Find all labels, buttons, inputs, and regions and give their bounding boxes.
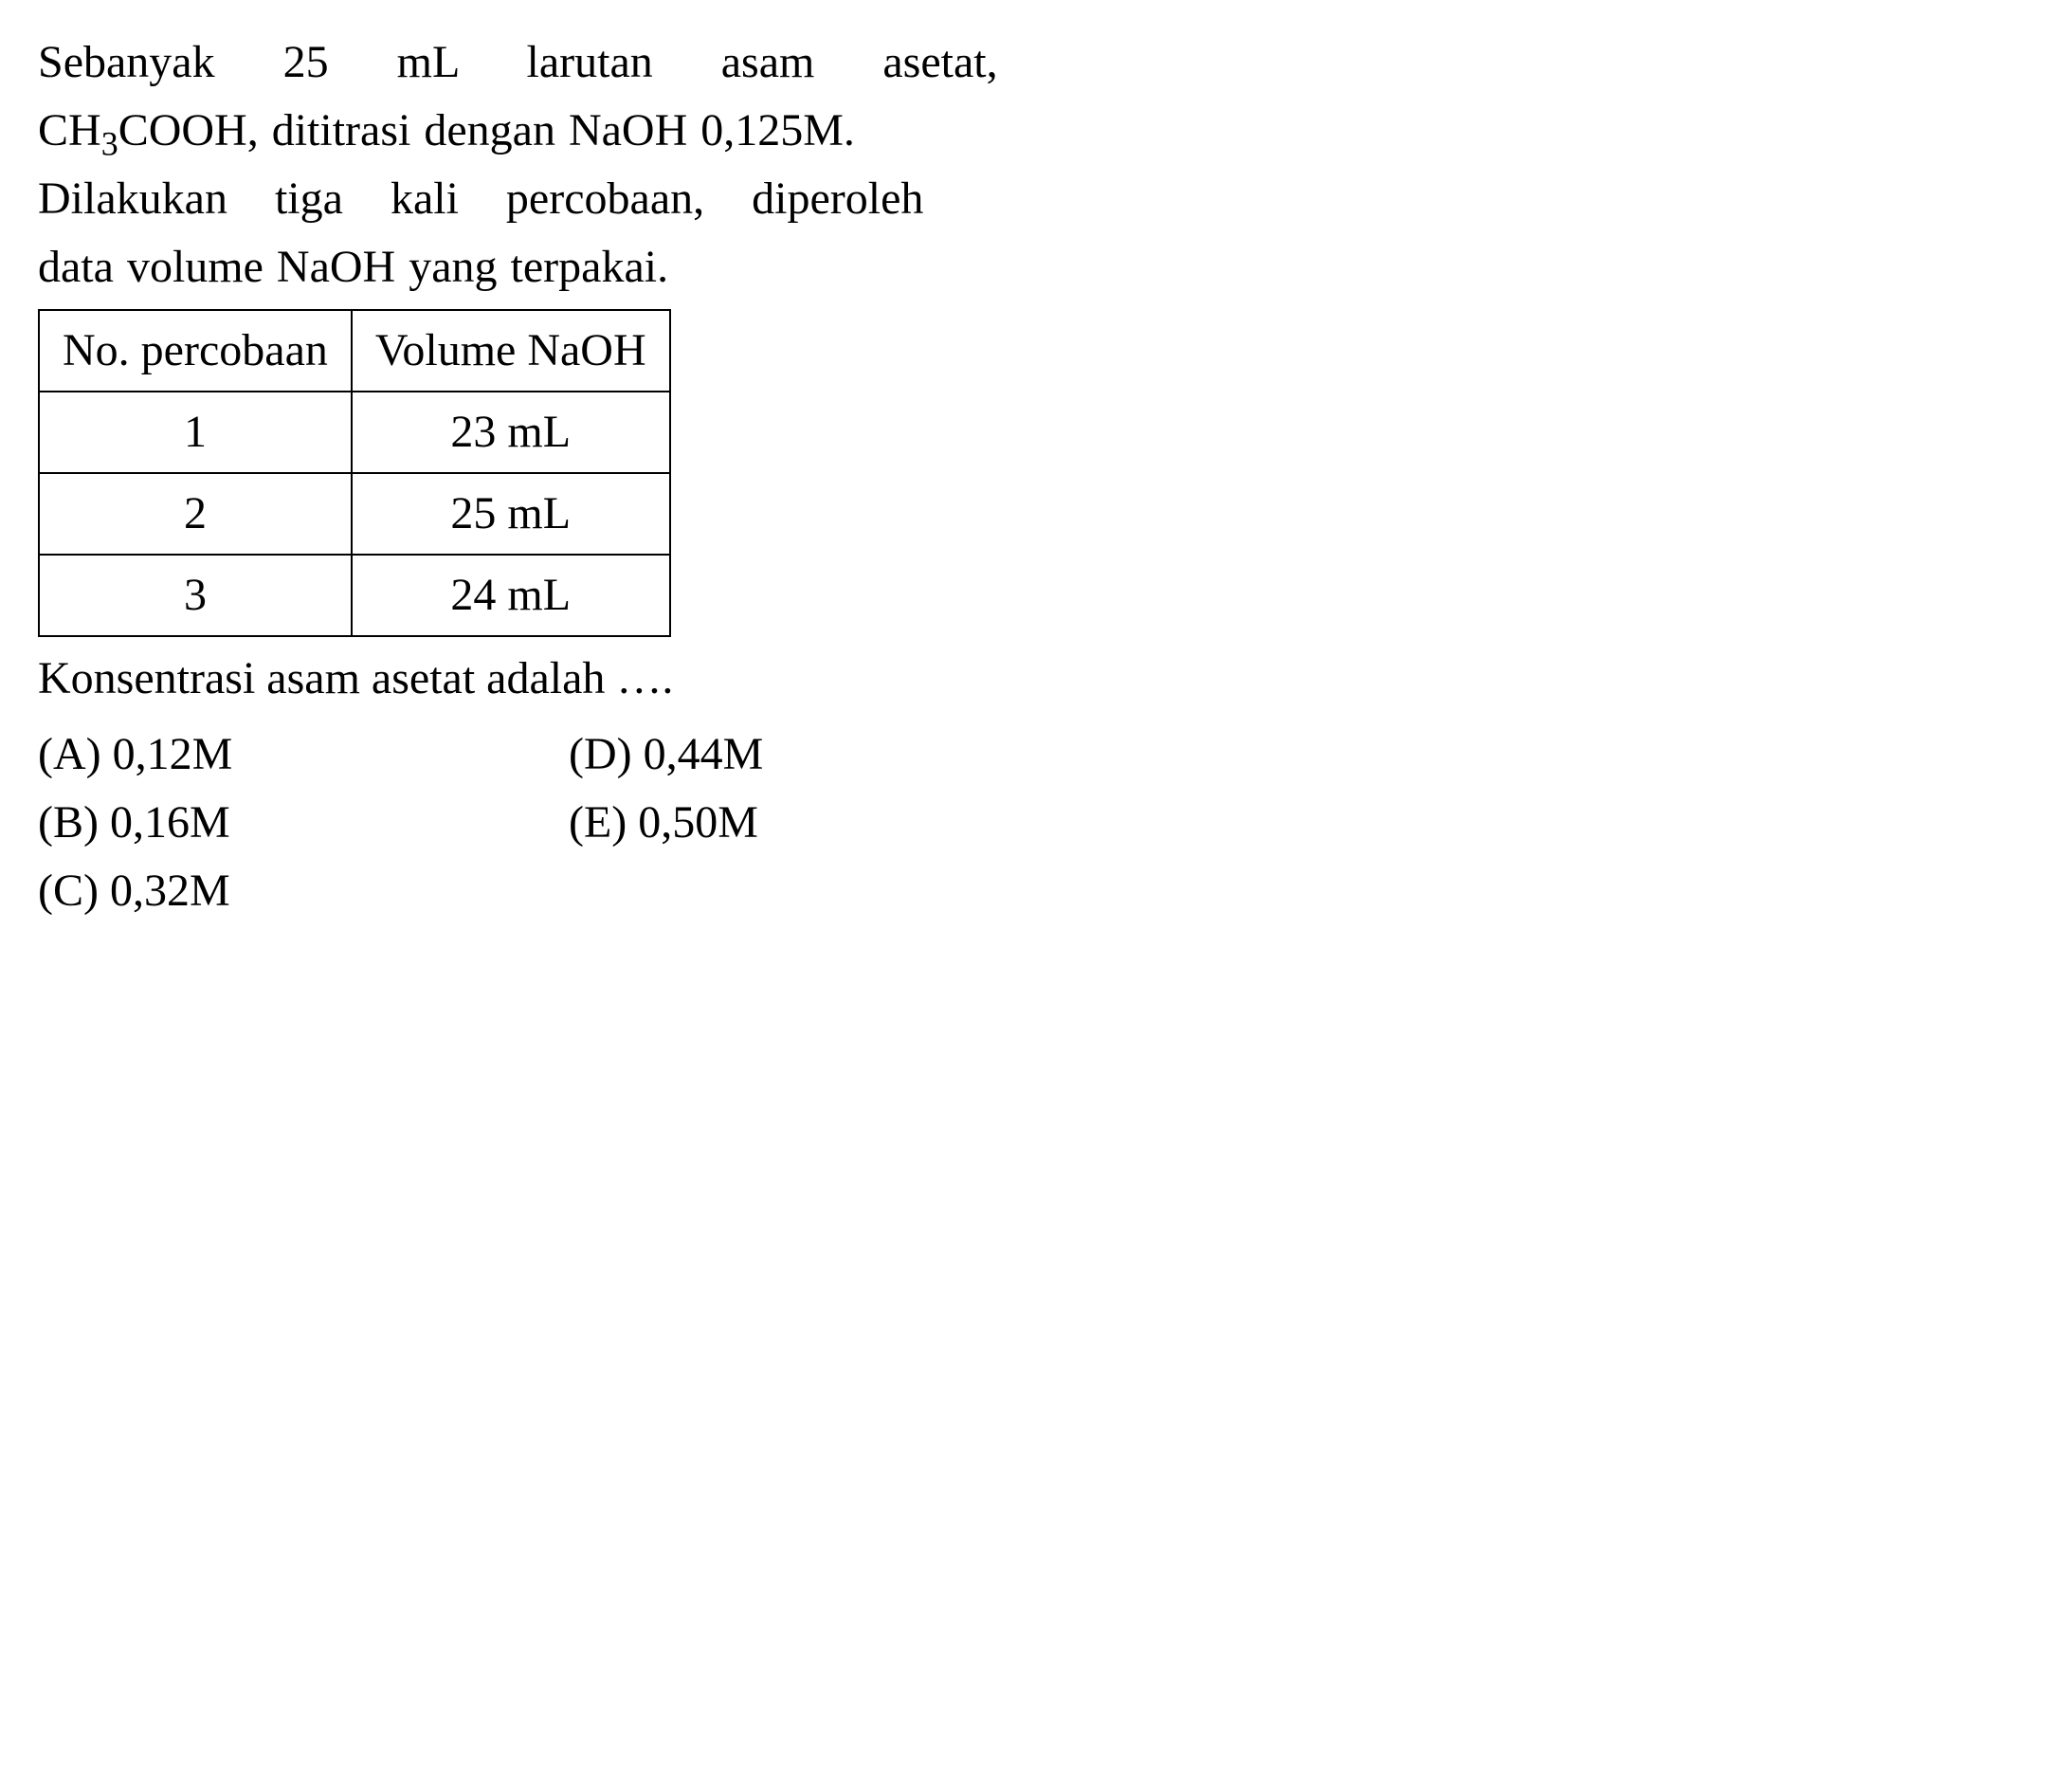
word: Dilakukan (38, 173, 227, 224)
question-line-3: Dilakukan tiga kali percobaan, diperoleh (38, 165, 2034, 233)
formula-pre: CH (38, 105, 101, 155)
word: mL (397, 37, 459, 87)
formula-post: COOH, dititrasi dengan NaOH 0,125M. (118, 105, 855, 155)
table-header-cell: No. percobaan (39, 310, 352, 392)
word: 25 (283, 37, 329, 87)
table-cell: 24 mL (352, 555, 670, 636)
options-column-right: (D) 0,44M (E) 0,50M (569, 720, 763, 925)
option-e: (E) 0,50M (569, 789, 763, 857)
table-cell: 25 mL (352, 473, 670, 555)
question-stem: Konsentrasi asam asetat adalah …. (38, 645, 2034, 713)
question-text: Sebanyak 25 mL larutan asam asetat, CH3C… (38, 28, 2034, 301)
table-cell: 3 (39, 555, 352, 636)
word: larutan (526, 37, 652, 87)
table-row: 3 24 mL (39, 555, 670, 636)
option-b: (B) 0,16M (38, 789, 569, 857)
option-d: (D) 0,44M (569, 720, 763, 789)
table-header-cell: Volume NaOH (352, 310, 670, 392)
question-line-2: CH3COOH, dititrasi dengan NaOH 0,125M. (38, 97, 2034, 165)
table-cell: 23 mL (352, 392, 670, 473)
table-header-row: No. percobaan Volume NaOH (39, 310, 670, 392)
table-cell: 2 (39, 473, 352, 555)
word: Sebanyak (38, 37, 215, 87)
word: asam (721, 37, 815, 87)
question-line-1: Sebanyak 25 mL larutan asam asetat, (38, 28, 2034, 97)
table-row: 1 23 mL (39, 392, 670, 473)
options-column-left: (A) 0,12M (B) 0,16M (C) 0,32M (38, 720, 569, 925)
table-cell: 1 (39, 392, 352, 473)
question-line-4: data volume NaOH yang terpakai. (38, 233, 2034, 301)
word: diperoleh (752, 173, 923, 224)
data-table: No. percobaan Volume NaOH 1 23 mL 2 25 m… (38, 309, 671, 637)
options-container: (A) 0,12M (B) 0,16M (C) 0,32M (D) 0,44M … (38, 720, 2034, 925)
word: kali (391, 173, 459, 224)
formula-sub: 3 (101, 125, 118, 163)
option-a: (A) 0,12M (38, 720, 569, 789)
word: asetat, (882, 37, 997, 87)
word: tiga (275, 173, 343, 224)
table-row: 2 25 mL (39, 473, 670, 555)
option-c: (C) 0,32M (38, 857, 569, 925)
word: percobaan, (506, 173, 704, 224)
